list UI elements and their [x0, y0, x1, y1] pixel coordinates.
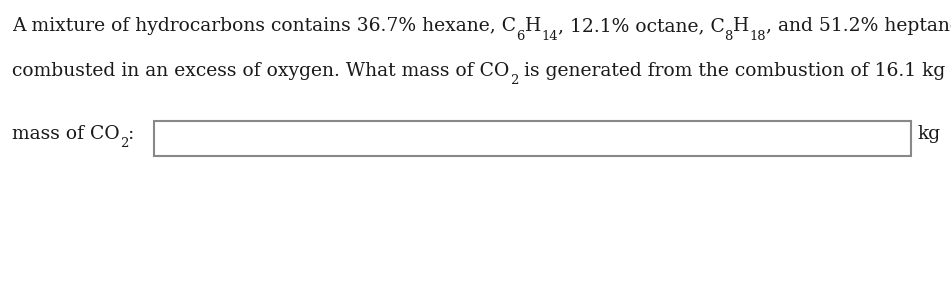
Text: kg: kg: [918, 125, 941, 142]
Bar: [154, 122, 911, 156]
Text: , 12.1% octane, C: , 12.1% octane, C: [557, 17, 725, 35]
Text: 2: 2: [120, 137, 128, 150]
Text: 8: 8: [725, 30, 733, 43]
Text: is generated from the combustion of 16.1 kg of the mixture?: is generated from the combustion of 16.1…: [518, 62, 951, 80]
Text: :: :: [128, 125, 135, 142]
Text: 18: 18: [749, 30, 766, 43]
Text: mass of CO: mass of CO: [12, 125, 120, 142]
Text: 2: 2: [510, 74, 518, 87]
Text: H: H: [525, 17, 541, 35]
Text: 6: 6: [516, 30, 525, 43]
Text: H: H: [733, 17, 749, 35]
Text: , and 51.2% heptane, C: , and 51.2% heptane, C: [766, 17, 951, 35]
Text: A mixture of hydrocarbons contains 36.7% hexane, C: A mixture of hydrocarbons contains 36.7%…: [12, 17, 516, 35]
Text: combusted in an excess of oxygen. What mass of CO: combusted in an excess of oxygen. What m…: [12, 62, 510, 80]
Text: 14: 14: [541, 30, 557, 43]
